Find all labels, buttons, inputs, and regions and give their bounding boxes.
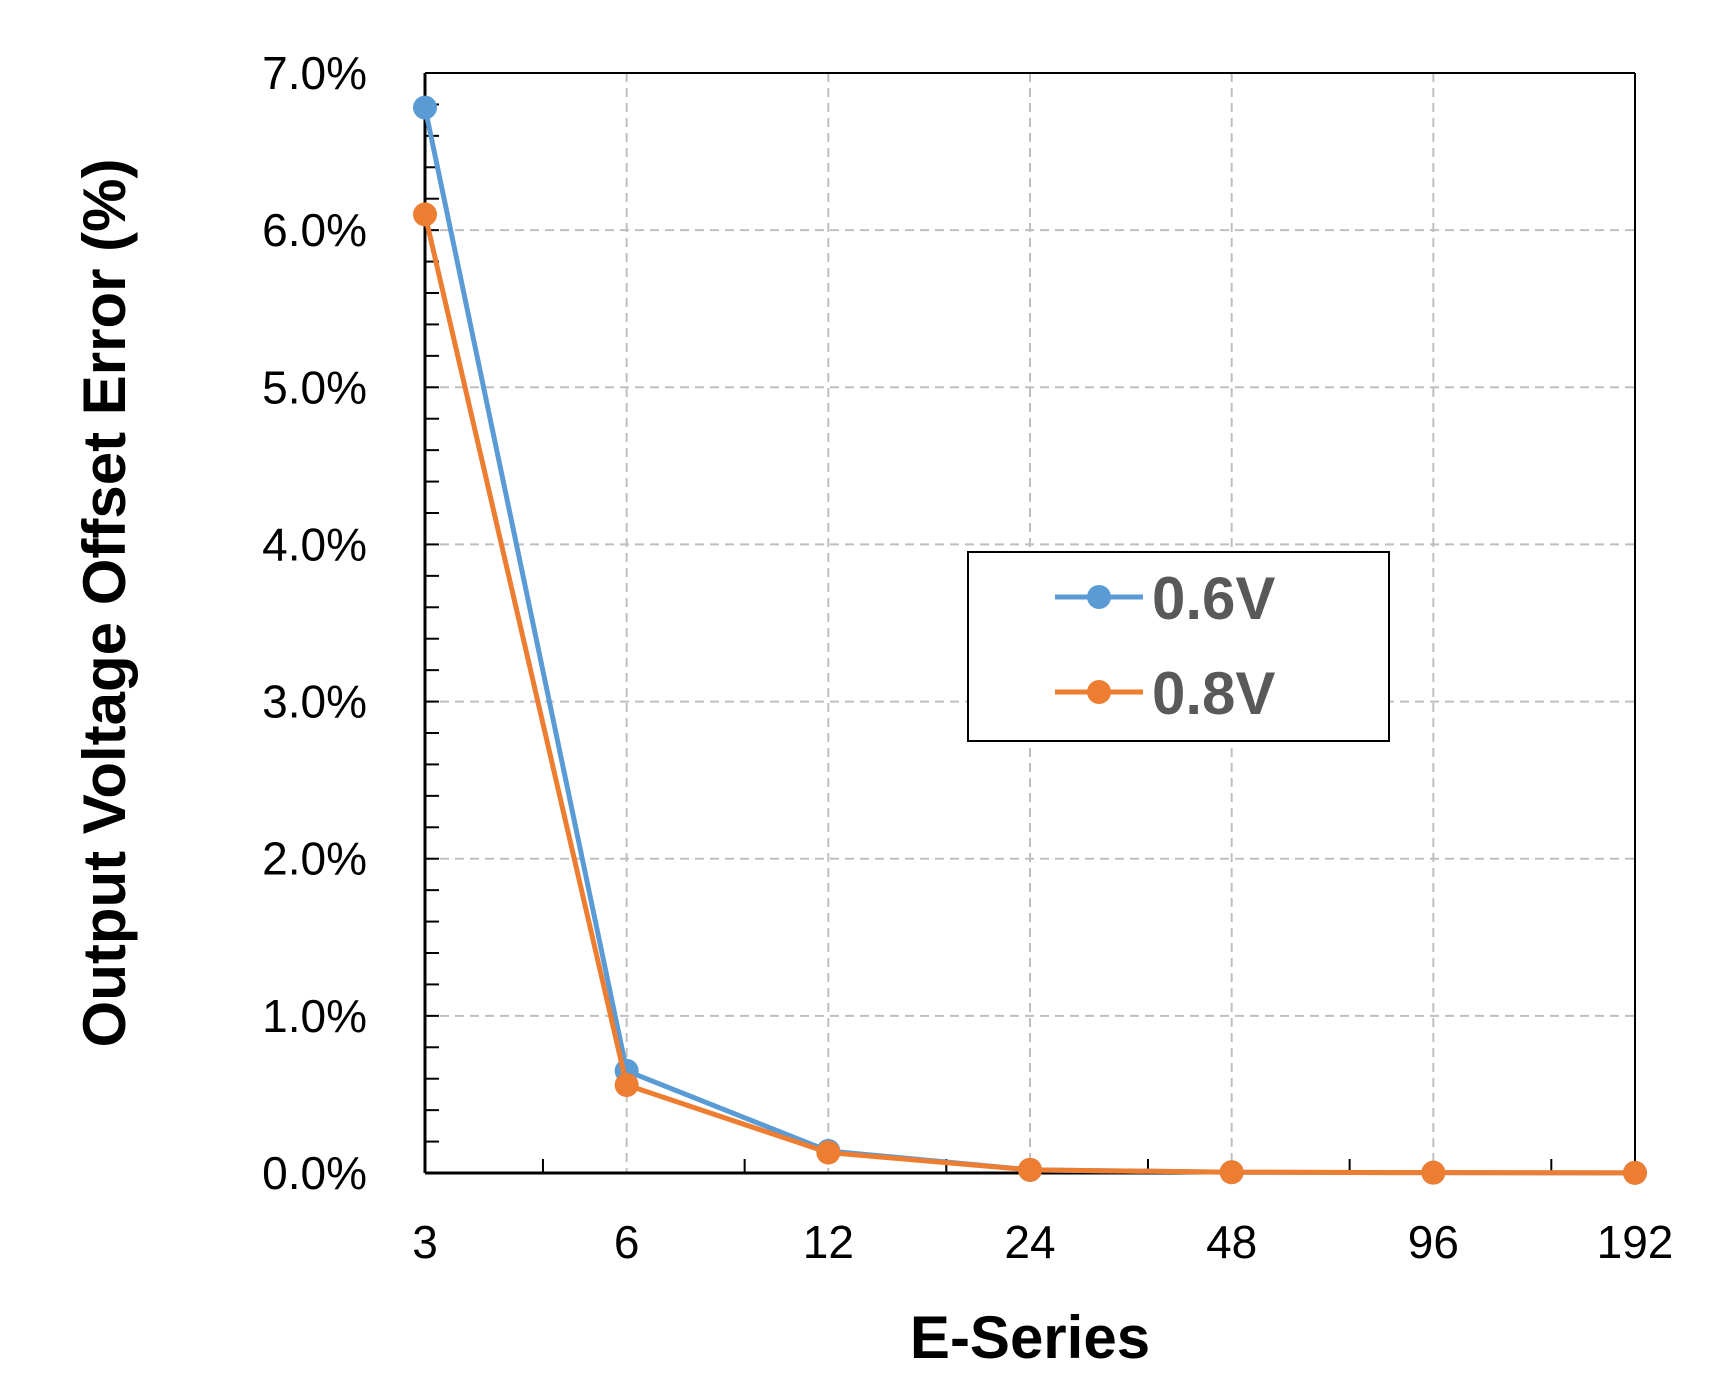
y-tick-label: 5.0% bbox=[262, 361, 367, 413]
legend-item-0.8V: 0.8V bbox=[1055, 660, 1275, 727]
x-tick-label: 6 bbox=[614, 1216, 640, 1268]
data-point-0.6V bbox=[413, 95, 437, 120]
series-layer bbox=[413, 95, 1647, 1185]
legend-swatch-marker bbox=[1087, 585, 1111, 609]
legend-label: 0.6V bbox=[1152, 565, 1275, 632]
y-tick-label: 3.0% bbox=[262, 676, 367, 728]
x-tick-label: 96 bbox=[1408, 1216, 1459, 1268]
legend-swatch-marker bbox=[1087, 680, 1111, 704]
x-tick-label: 3 bbox=[412, 1216, 438, 1268]
legend-item-0.6V: 0.6V bbox=[1055, 565, 1275, 632]
x-tick-label: 12 bbox=[803, 1216, 854, 1268]
legend-box bbox=[967, 551, 1390, 742]
y-tick-label: 2.0% bbox=[262, 833, 367, 885]
x-tick-label: 192 bbox=[1597, 1216, 1674, 1268]
y-tick-label: 4.0% bbox=[262, 518, 367, 570]
y-tick-label: 7.0% bbox=[262, 47, 367, 99]
legend-label: 0.8V bbox=[1152, 660, 1275, 727]
data-point-0.8V bbox=[816, 1140, 841, 1165]
data-point-0.8V bbox=[1219, 1160, 1244, 1185]
data-point-0.8V bbox=[1421, 1160, 1446, 1185]
data-point-0.8V bbox=[413, 202, 437, 227]
legend: 0.6V 0.8V bbox=[967, 551, 1390, 742]
y-tick-label: 0.0% bbox=[262, 1147, 367, 1199]
x-tick-label: 24 bbox=[1004, 1216, 1055, 1268]
x-tick-label: 48 bbox=[1206, 1216, 1257, 1268]
data-point-0.8V bbox=[1623, 1160, 1647, 1185]
x-axis-title: E-Series bbox=[910, 1304, 1150, 1371]
y-tick-label: 1.0% bbox=[262, 990, 367, 1042]
tick-labels: 0.0% 1.0% 2.0% 3.0% 4.0% 5.0% 6.0% 7.0% 3 6 12 24 48… bbox=[262, 47, 1673, 1268]
y-tick-label: 6.0% bbox=[262, 204, 367, 256]
y-axis-title: Output Voltage Offset Error (%) bbox=[71, 159, 138, 1048]
data-point-0.8V bbox=[1018, 1157, 1042, 1182]
data-point-0.8V bbox=[614, 1073, 639, 1097]
